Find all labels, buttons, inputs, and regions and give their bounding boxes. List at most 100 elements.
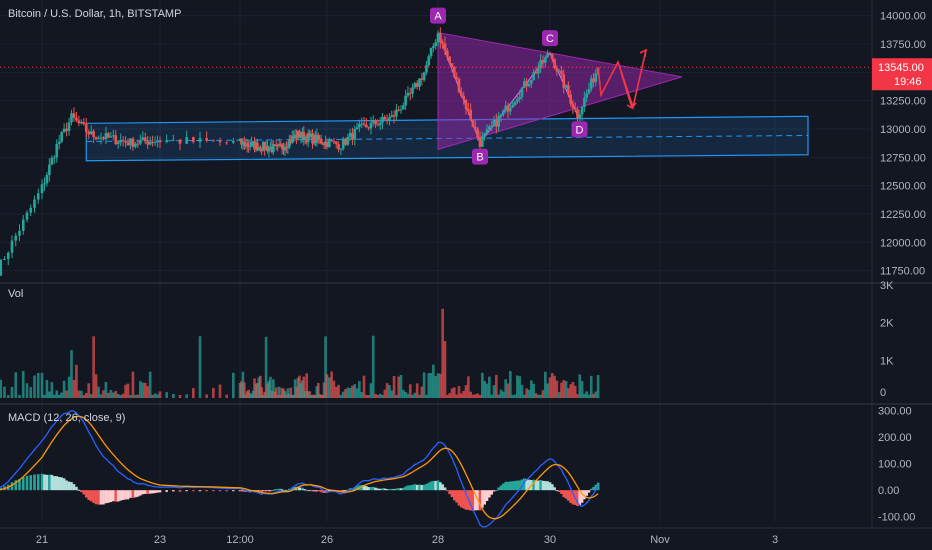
- volume-bar: [567, 388, 570, 398]
- candle-body: [353, 129, 357, 140]
- macd-histogram-bar: [483, 490, 486, 505]
- time-axis[interactable]: 21 23 12:00 26 28 30 Nov 3: [36, 534, 778, 546]
- macd-histogram-bar: [518, 480, 521, 491]
- volume-bar: [131, 371, 135, 398]
- volume-bar: [594, 391, 598, 398]
- macd-tick-label: 200.00: [878, 432, 912, 444]
- volume-bar: [151, 394, 154, 398]
- macd-histogram-bar: [360, 484, 363, 491]
- candle-body: [573, 107, 577, 110]
- volume-bar: [539, 394, 542, 398]
- macd-histogram-bar: [57, 476, 61, 491]
- macd-histogram-bar: [158, 490, 162, 493]
- volume-bar: [520, 384, 524, 398]
- candle-body: [126, 142, 130, 146]
- volume-bar: [576, 394, 579, 398]
- candle-body: [562, 74, 566, 88]
- macd-histogram-bar: [102, 490, 105, 505]
- macd-histogram-bar: [258, 490, 262, 492]
- candle-body: [390, 115, 394, 118]
- volume-bar: [267, 380, 271, 398]
- candle-body: [315, 134, 319, 143]
- volume-bar: [488, 376, 491, 398]
- volume-bar: [121, 393, 125, 398]
- candle-body: [92, 131, 95, 137]
- volume-bar: [263, 391, 266, 398]
- candle-body: [567, 85, 570, 95]
- macd-histogram-bar: [567, 490, 570, 501]
- candle-body: [367, 127, 370, 129]
- last-price-tag-box: [872, 58, 932, 91]
- macd-histogram-bar: [492, 490, 496, 492]
- volume-bar: [67, 376, 71, 398]
- candle-body: [29, 207, 33, 213]
- volume-bar: [92, 336, 95, 398]
- volume-bar: [541, 390, 545, 398]
- candle-body: [404, 95, 407, 106]
- marker-c-label: C: [546, 33, 554, 45]
- macd-histogram-bar: [218, 490, 222, 492]
- macd-histogram-bar: [43, 474, 46, 491]
- macd-histogram-bar: [198, 490, 202, 492]
- macd-histogram-bar: [395, 488, 398, 491]
- candle-body: [518, 96, 521, 100]
- candle-body: [240, 138, 243, 145]
- volume-bar: [490, 394, 493, 398]
- candle-body: [153, 142, 157, 144]
- candle-body: [33, 199, 36, 208]
- macd-histogram-bar: [225, 490, 228, 492]
- symbol-title[interactable]: Bitcoin / U.S. Dollar, 1h, BITSTAMP: [8, 8, 182, 20]
- candle-body: [82, 121, 86, 125]
- volume-bar: [72, 379, 76, 398]
- candle-body: [296, 130, 300, 139]
- volume-bar: [253, 378, 256, 398]
- volume-bar: [371, 335, 375, 398]
- candle-body: [478, 137, 482, 147]
- volume-bar: [114, 390, 118, 398]
- projection-arrows[interactable]: [597, 48, 648, 110]
- volume-bar: [351, 385, 354, 398]
- volume-bar: [273, 391, 277, 398]
- candle-body: [324, 141, 327, 145]
- candle-body: [523, 81, 526, 88]
- volume-bar: [308, 391, 311, 398]
- macd-histogram-bar: [65, 480, 68, 491]
- macd-histogram-bar: [413, 484, 417, 491]
- volume-bar: [439, 373, 442, 398]
- volume-bar: [436, 373, 440, 398]
- volume-bar: [102, 390, 105, 398]
- macd-histogram-bar: [21, 477, 25, 491]
- macd-histogram-bar: [151, 490, 154, 494]
- volume-bar: [583, 393, 586, 398]
- macd-histogram-bar: [434, 480, 437, 491]
- macd-histogram-bar: [571, 490, 575, 505]
- macd-histogram-bar: [67, 481, 71, 491]
- candle-body: [48, 164, 51, 175]
- projection-path[interactable]: [597, 49, 647, 110]
- macd-tick-label: -100.00: [878, 512, 915, 524]
- volume-bar: [143, 382, 147, 398]
- candle-body: [381, 116, 384, 123]
- volume-bar: [457, 386, 461, 398]
- volume-bar: [298, 375, 301, 398]
- macd-histogram-bar: [107, 490, 110, 503]
- macd-histogram-bar: [453, 490, 456, 501]
- candle-body: [238, 138, 242, 142]
- candle-body: [427, 56, 431, 66]
- volume-bar: [460, 393, 463, 398]
- candle-body: [434, 42, 437, 47]
- macd-histogram-bar: [367, 487, 370, 491]
- volume-bar: [289, 387, 293, 398]
- candle-body: [341, 138, 345, 149]
- candle-body: [499, 114, 503, 117]
- macd-histogram-bar: [33, 474, 36, 491]
- candle-body: [270, 147, 274, 153]
- candle-body: [87, 131, 91, 135]
- volume-bar: [365, 394, 368, 398]
- candle-body: [580, 107, 584, 115]
- price-tick-label: 12750.00: [880, 152, 926, 164]
- volume-bar: [302, 376, 306, 398]
- candle-body: [439, 33, 442, 43]
- volume-bar: [467, 376, 470, 398]
